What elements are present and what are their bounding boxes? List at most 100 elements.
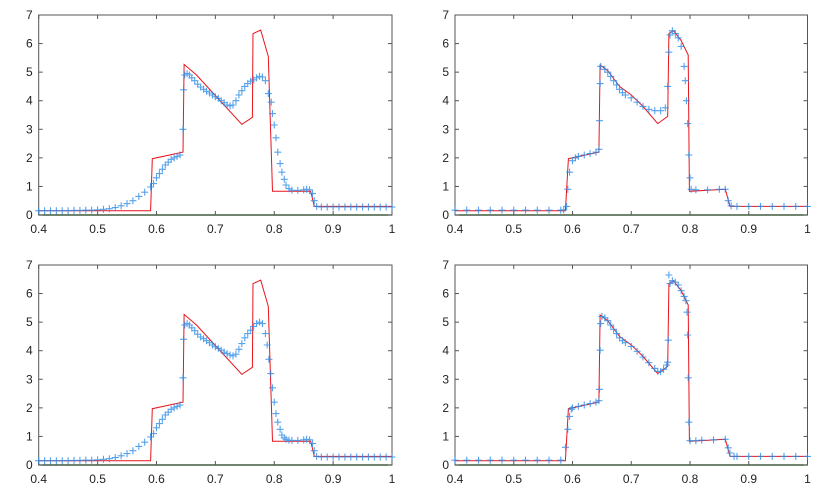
data-point-plus [639, 102, 647, 110]
data-point-plus [94, 456, 102, 464]
data-point-plus [596, 346, 604, 354]
data-point-plus [382, 203, 390, 211]
data-point-plus [280, 434, 288, 442]
data-point-plus [768, 202, 776, 210]
data-point-plus [727, 202, 735, 210]
data-point-plus [147, 183, 155, 191]
data-point-plus [129, 447, 137, 455]
data-point-plus [595, 145, 603, 153]
data-point-plus [692, 186, 700, 194]
data-point-plus [232, 350, 240, 358]
data-point-plus [792, 452, 800, 460]
data-point-plus [597, 62, 605, 70]
y-tick-label: 0 [442, 458, 449, 472]
data-point-plus [41, 207, 49, 215]
data-point-plus [382, 453, 390, 461]
data-point-plus [238, 87, 246, 95]
data-point-plus [191, 327, 199, 335]
data-point-plus [370, 453, 378, 461]
data-point-plus [180, 335, 188, 343]
data-point-plus [313, 452, 321, 460]
data-point-plus [147, 433, 155, 441]
data-point-plus [272, 410, 280, 418]
data-point-plus [88, 206, 96, 214]
y-tick-label: 1 [442, 179, 449, 193]
reference-line [38, 29, 392, 212]
data-point-plus [680, 62, 688, 70]
data-point-plus [733, 202, 741, 210]
y-tick-label: 2 [442, 151, 449, 165]
data-point-plus [563, 202, 571, 210]
marker-series [35, 70, 396, 215]
x-tick-label: 0.9 [325, 472, 342, 486]
data-point-plus [152, 174, 160, 182]
data-point-plus [364, 453, 372, 461]
reference-line [455, 30, 808, 212]
data-point-plus [70, 456, 78, 464]
data-point-plus [597, 320, 605, 328]
data-point-plus [347, 203, 355, 211]
data-point-plus [270, 398, 278, 406]
data-point-plus [306, 186, 314, 194]
data-point-plus [258, 320, 266, 328]
y-tick-label: 7 [442, 258, 449, 272]
data-point-plus [235, 91, 243, 99]
y-tick-label: 5 [26, 65, 33, 79]
data-point-plus [674, 281, 682, 289]
x-tick-label: 0.5 [505, 472, 522, 486]
data-point-plus [274, 418, 282, 426]
data-point-plus [170, 154, 178, 162]
data-point-plus [167, 405, 175, 413]
x-tick-label: 0.8 [266, 472, 283, 486]
data-point-plus [721, 185, 729, 193]
data-point-plus [274, 148, 282, 156]
data-point-plus [282, 181, 290, 189]
x-tick-label: 0.4 [30, 222, 47, 236]
data-point-plus [545, 456, 553, 464]
data-point-plus [685, 418, 693, 426]
y-tick-label: 6 [26, 287, 33, 301]
y-tick-label: 1 [442, 429, 449, 443]
data-point-plus [566, 412, 574, 420]
data-point-plus [64, 457, 72, 465]
data-point-plus [111, 454, 119, 462]
x-tick-label: 0.4 [447, 472, 464, 486]
data-point-plus [117, 202, 125, 210]
data-point-plus [574, 402, 582, 410]
data-point-plus [621, 339, 629, 347]
data-point-plus [232, 97, 240, 105]
data-point-plus [684, 120, 692, 128]
data-point-plus [82, 456, 90, 464]
x-tick-label: 0.7 [207, 472, 224, 486]
data-point-plus [276, 425, 284, 433]
data-point-plus [498, 456, 506, 464]
x-tick-label: 0.4 [30, 472, 47, 486]
marker-series [35, 318, 396, 465]
data-point-plus [123, 450, 131, 458]
x-tick-label: 0.6 [148, 472, 165, 486]
y-tick-label: 4 [26, 94, 33, 108]
y-tick-label: 7 [26, 258, 33, 272]
data-point-plus [660, 365, 668, 373]
data-point-plus [686, 437, 694, 445]
data-point-plus [280, 175, 288, 183]
data-point-plus [596, 80, 604, 88]
data-point-plus [522, 206, 529, 214]
data-point-plus [724, 444, 732, 452]
data-point-plus [323, 453, 331, 461]
x-tick-label: 0.4 [447, 222, 464, 236]
data-point-plus [105, 455, 113, 463]
x-tick-label: 0.9 [325, 222, 342, 236]
data-point-plus [566, 168, 574, 176]
data-point-plus [475, 456, 482, 464]
data-point-plus [117, 452, 125, 460]
data-point-plus [687, 185, 695, 193]
data-point-plus [666, 31, 674, 39]
y-tick-label: 2 [26, 401, 33, 415]
data-point-plus [613, 330, 621, 338]
data-point-plus [278, 168, 286, 176]
data-point-plus [359, 453, 367, 461]
data-point-plus [173, 152, 181, 160]
data-point-plus [294, 436, 302, 444]
